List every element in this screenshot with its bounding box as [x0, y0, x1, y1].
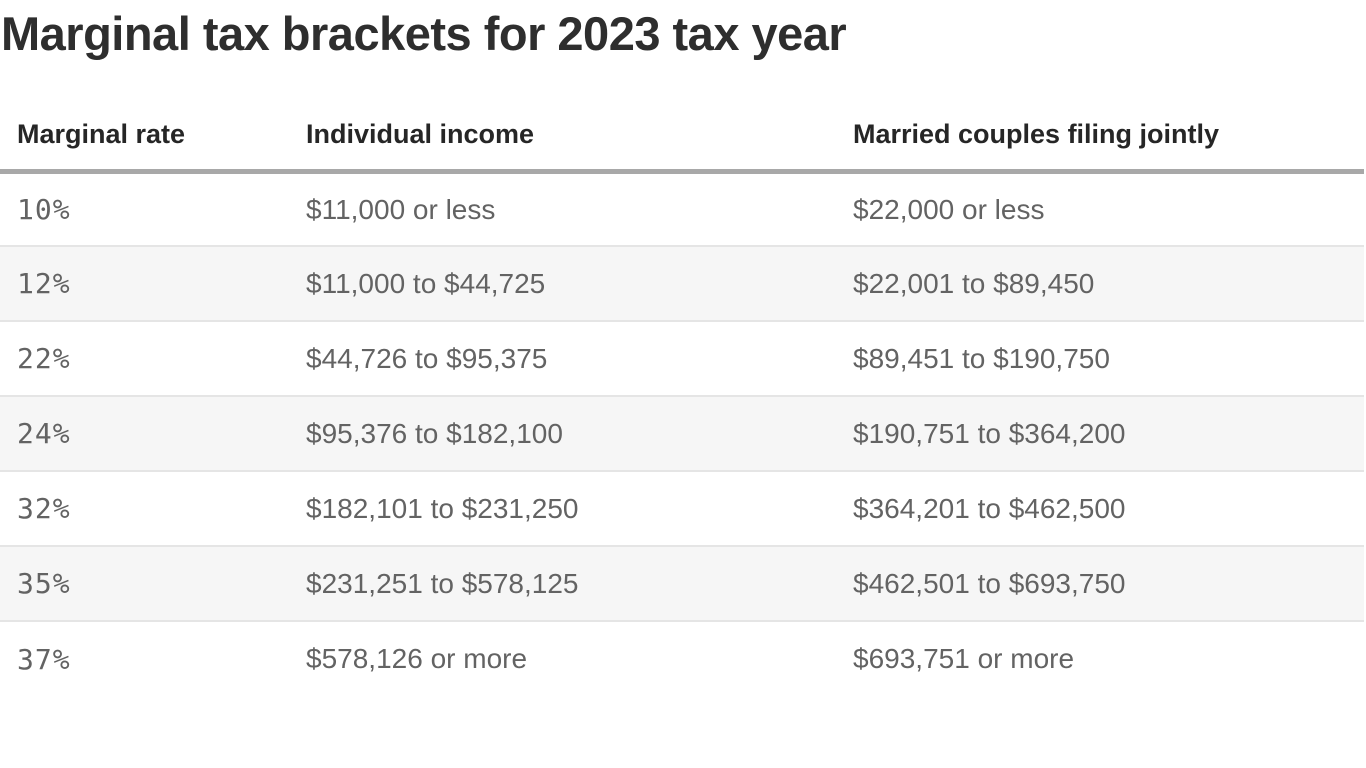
individual-income-cell: $182,101 to $231,250: [306, 492, 579, 524]
column-header-individual-income: Individual income: [306, 118, 535, 149]
married-income-cell: $364,201 to $462,500: [853, 492, 1126, 524]
table-row: 22% $44,726 to $95,375 $89,451 to $190,7…: [0, 321, 1364, 396]
married-income-cell: $22,000 or less: [853, 193, 1045, 225]
table-row: 35% $231,251 to $578,125 $462,501 to $69…: [0, 546, 1364, 622]
tax-brackets-table: Marginal rate Individual income Married …: [0, 99, 1364, 696]
rate-cell: 32%: [17, 492, 71, 526]
rate-cell: 37%: [17, 642, 71, 676]
individual-income-cell: $578,126 or more: [306, 643, 528, 675]
page-title: Marginal tax brackets for 2023 tax year: [1, 7, 847, 60]
rate-cell: 12%: [17, 267, 71, 301]
table-row: 32% $182,101 to $231,250 $364,201 to $46…: [0, 471, 1364, 546]
rate-cell: 22%: [17, 342, 71, 376]
individual-income-cell: $231,251 to $578,125: [306, 567, 579, 599]
individual-income-cell: $11,000 to $44,725: [306, 267, 546, 299]
rate-cell: 24%: [17, 417, 71, 451]
table-header-row: Marginal rate Individual income Married …: [0, 99, 1364, 172]
table-row: 37% $578,126 or more $693,751 or more: [0, 621, 1364, 696]
married-income-cell: $190,751 to $364,200: [853, 417, 1126, 449]
table-row: 12% $11,000 to $44,725 $22,001 to $89,45…: [0, 246, 1364, 322]
married-income-cell: $462,501 to $693,750: [853, 567, 1126, 599]
married-income-cell: $22,001 to $89,450: [853, 267, 1095, 299]
married-income-cell: $693,751 or more: [853, 643, 1075, 675]
table-row: 10% $11,000 or less $22,000 or less: [0, 171, 1364, 246]
table-row: 24% $95,376 to $182,100 $190,751 to $364…: [0, 396, 1364, 472]
rate-cell: 35%: [17, 567, 71, 601]
married-income-cell: $89,451 to $190,750: [853, 342, 1110, 374]
individual-income-cell: $95,376 to $182,100: [306, 417, 563, 449]
column-header-married-jointly: Married couples filing jointly: [853, 118, 1220, 149]
individual-income-cell: $11,000 or less: [306, 193, 496, 225]
column-header-marginal-rate: Marginal rate: [17, 118, 186, 149]
rate-cell: 10%: [17, 193, 71, 227]
individual-income-cell: $44,726 to $95,375: [306, 342, 548, 374]
